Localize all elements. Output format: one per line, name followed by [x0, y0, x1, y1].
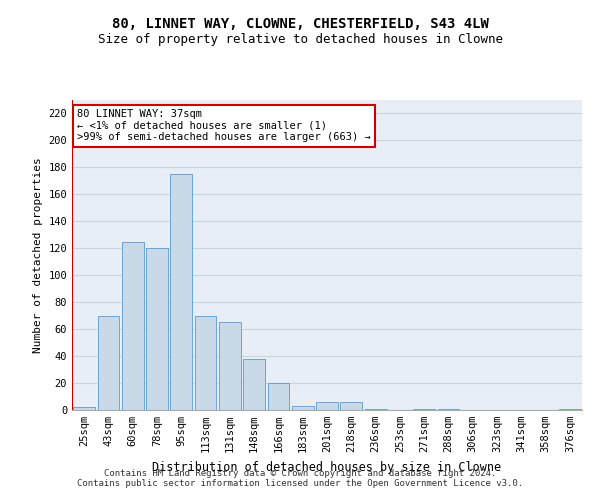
Bar — [219, 322, 241, 410]
Bar — [243, 359, 265, 410]
Bar — [146, 248, 168, 410]
Bar — [413, 408, 435, 410]
Bar — [559, 408, 581, 410]
Bar — [122, 242, 143, 410]
Y-axis label: Number of detached properties: Number of detached properties — [33, 157, 43, 353]
Bar — [437, 408, 460, 410]
Text: Size of property relative to detached houses in Clowne: Size of property relative to detached ho… — [97, 32, 503, 46]
Bar — [340, 402, 362, 410]
Text: Contains public sector information licensed under the Open Government Licence v3: Contains public sector information licen… — [77, 478, 523, 488]
Bar — [292, 406, 314, 410]
Bar — [194, 316, 217, 410]
Bar — [97, 316, 119, 410]
Text: 80, LINNET WAY, CLOWNE, CHESTERFIELD, S43 4LW: 80, LINNET WAY, CLOWNE, CHESTERFIELD, S4… — [112, 18, 488, 32]
Bar — [365, 408, 386, 410]
Bar — [268, 383, 289, 410]
Bar — [170, 174, 192, 410]
Bar — [316, 402, 338, 410]
X-axis label: Distribution of detached houses by size in Clowne: Distribution of detached houses by size … — [152, 460, 502, 473]
Bar — [73, 408, 95, 410]
Text: Contains HM Land Registry data © Crown copyright and database right 2024.: Contains HM Land Registry data © Crown c… — [104, 468, 496, 477]
Text: 80 LINNET WAY: 37sqm
← <1% of detached houses are smaller (1)
>99% of semi-detac: 80 LINNET WAY: 37sqm ← <1% of detached h… — [77, 110, 371, 142]
